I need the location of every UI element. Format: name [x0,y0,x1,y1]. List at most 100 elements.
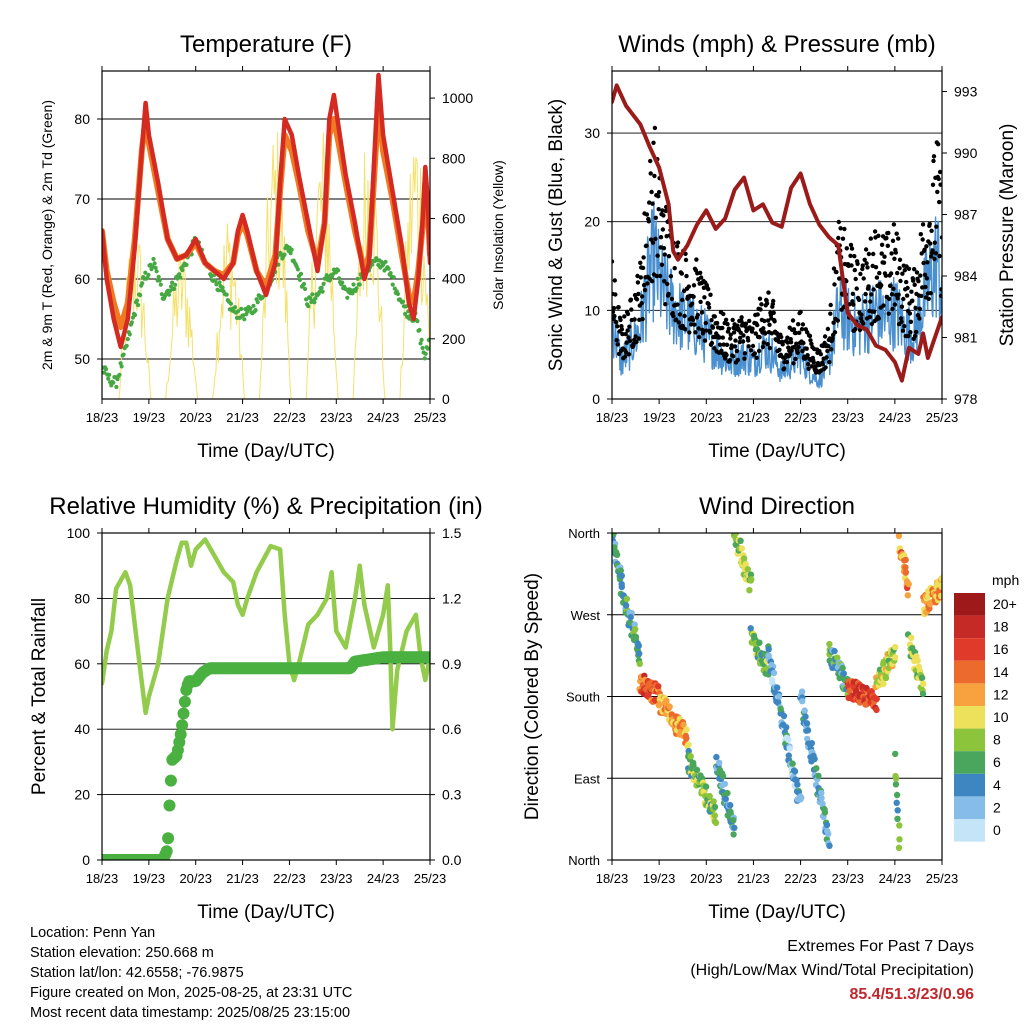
gust-point [921,260,926,266]
gust-point [721,311,726,317]
gust-point [757,335,762,340]
wind-direction-point [722,795,729,802]
gust-point [724,342,730,347]
wind-direction-point [811,755,818,763]
gust-point [865,265,870,270]
gust-point [922,247,927,252]
extremes-title: Extremes For Past 7 Days [787,938,974,955]
y-tick-label: West [571,608,601,623]
panel-title: Winds (mph) & Pressure (mb) [618,31,935,58]
wind-direction-point [891,654,899,661]
gust-point [756,348,762,354]
gust-point [627,324,632,329]
gust-point [759,302,764,307]
dewpoint-point [118,361,123,366]
gust-point [797,330,802,335]
gust-point [837,276,842,281]
dewpoint-point [400,299,406,304]
gust-point [719,350,724,355]
wind-direction-point [721,780,729,788]
gust-point [710,325,716,330]
dewpoint-point [184,262,189,267]
gust-point [691,283,697,288]
gust-point [762,318,767,324]
gust-point [761,326,766,331]
wind-direction-point [802,713,809,720]
dewpoint-point [303,286,308,292]
panel-title: Relative Humidity (%) & Precipitation (i… [49,493,482,520]
station-info: Location: Penn Yan Station elevation: 25… [30,923,352,1023]
gust-point [686,284,691,289]
y-right-axis-label: Solar Insolation (Yellow) [490,160,506,310]
wind-direction-point [690,762,697,769]
gust-point [800,348,805,354]
wind-direction-point [680,721,687,729]
dewpoint-point [351,282,356,287]
wind-direction-point [873,695,880,703]
gust-point [706,301,711,307]
dewpoint-point [213,278,218,283]
gust-point [663,208,668,214]
dewpoint-point [177,272,182,277]
wind-direction-point [770,669,778,677]
gust-point [917,306,922,311]
wind-direction-point [683,735,690,742]
dewpoint-point [320,289,325,294]
x-tick-label: 24/23 [879,410,912,425]
gust-point [720,335,725,340]
wind-direction-point [636,660,643,667]
gust-point [696,326,701,331]
wind-direction-point [617,567,624,574]
wind-direction-point [777,705,784,713]
x-axis-label: Time (Day/UTC) [708,441,846,462]
gust-point [938,182,942,187]
gust-point [868,236,873,241]
gust-point [737,339,742,345]
wind-direction-point [799,698,806,705]
gust-point [753,331,758,336]
gust-point [790,318,796,323]
dewpoint-point [345,295,350,300]
figure-created: Figure created on Mon, 2025-08-25, at 23… [30,985,353,1001]
wind-direction-point [737,537,744,544]
dewpoint-point [228,301,233,306]
station-latlon: Station lat/lon: 42.6558; -76.9875 [30,965,244,981]
wind-direction-point [902,556,909,564]
x-tick-label: 22/23 [273,871,306,886]
dewpoint-point [390,282,395,287]
wind-direction-point [896,822,903,829]
gust-point [635,280,641,285]
dewpoint-point [156,274,161,279]
gust-point [926,296,931,301]
dewpoint-point [153,265,158,270]
gust-point [799,327,805,332]
2m-temperature-line [102,72,430,350]
gust-point [889,251,894,256]
gust-point [893,250,898,255]
gust-point [628,297,634,302]
x-tick-label: 23/23 [831,410,864,425]
gust-point [694,257,699,262]
x-tick-label: 25/23 [926,410,959,425]
gust-point [650,240,656,245]
legend-label: 12 [993,686,1009,702]
gust-point [761,340,766,345]
gust-point [728,336,733,341]
wind-direction-point [839,665,846,672]
gust-point [831,320,836,325]
y-right-tick-label: 800 [442,150,466,166]
gust-point [798,309,803,315]
gust-point [616,305,621,310]
wind-direction-point [818,794,825,802]
gust-point [750,326,755,331]
gust-point [645,281,650,286]
dewpoint-point [260,295,265,300]
wind-direction-point [893,791,901,799]
gust-point [911,278,916,283]
wind-direction-point [706,792,713,800]
gust-point [859,312,864,317]
dewpoint-point [157,278,162,283]
gust-point [641,255,646,260]
gust-point [836,219,841,225]
gust-point [825,326,831,332]
